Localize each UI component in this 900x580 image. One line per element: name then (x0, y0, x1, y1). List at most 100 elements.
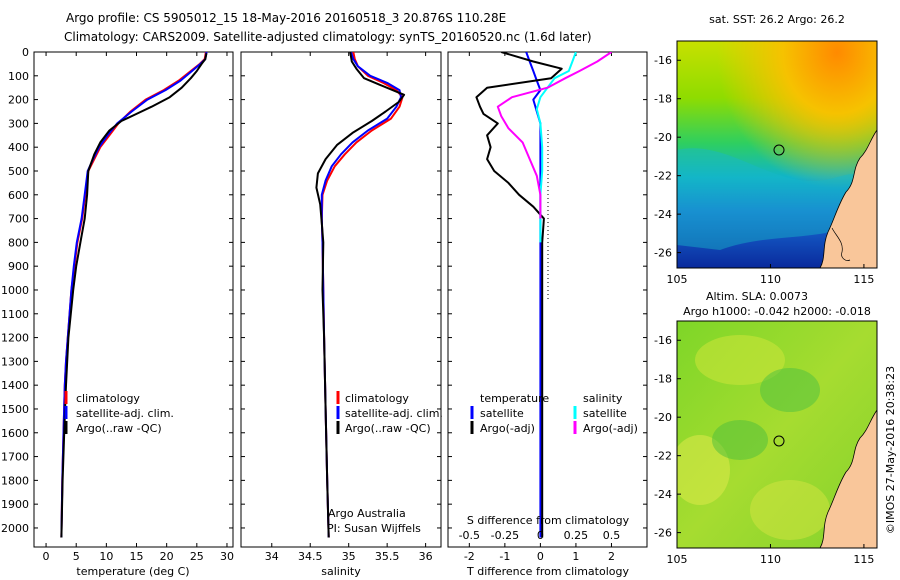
x-tick-label: -2 (464, 550, 475, 563)
depth-tick-label: 300 (8, 117, 29, 130)
sla-map-frame (676, 320, 878, 549)
depth-tick-label: 1600 (1, 427, 29, 440)
legend-title-salinity: salinity (583, 392, 623, 405)
map-lat-label: -20 (654, 131, 672, 144)
map-lat-label: -16 (654, 334, 672, 347)
coastline-land (819, 409, 877, 548)
x2-tick-label: 0.5 (603, 529, 621, 542)
x-tick-label: 20 (160, 550, 174, 563)
map-lat-label: -22 (654, 170, 672, 183)
x-tick-label: 2 (608, 550, 615, 563)
depth-tick-label: 2000 (1, 522, 29, 535)
x-tick-label: 0 (537, 550, 544, 563)
figure-subtitle: Climatology: CARS2009. Satellite-adjuste… (64, 30, 592, 44)
depth-tick-label: 1800 (1, 474, 29, 487)
depth-tick-label: 500 (8, 165, 29, 178)
sst-map-title: sat. SST: 26.2 Argo: 26.2 (709, 13, 845, 26)
map-lat-label: -26 (654, 247, 672, 260)
x2-tick-label: -0.5 (459, 529, 480, 542)
legend-label-climatology: climatology (76, 392, 140, 405)
depth-tick-label: 1700 (1, 451, 29, 464)
map-lon-label: 110 (760, 553, 781, 566)
depth-tick-label: 600 (8, 189, 29, 202)
x-tick-label: 0 (43, 550, 50, 563)
map-tick-labels: 105 110 115 -16 -18 -20 -22 -24 -26 105 110 115 -16 -… (654, 54, 874, 566)
annotation-pi: PI: Susan Wijffels (327, 522, 421, 535)
legend-label-t-satellite: satellite (480, 407, 524, 420)
x-tick-label: 10 (99, 550, 113, 563)
sst-map-frame (676, 40, 878, 269)
map-lon-label: 115 (853, 273, 874, 286)
difference-series (475, 52, 613, 538)
coastline-land (819, 129, 877, 268)
s-difference-axis-label: S difference from climatology (467, 514, 630, 527)
depth-tick-label: 0 (22, 46, 29, 59)
depth-tick-label: 700 (8, 213, 29, 226)
map-lat-label: -16 (654, 54, 672, 67)
sla-low-patch (760, 368, 820, 412)
sst-map (677, 41, 877, 268)
depth-tick-label: 1900 (1, 498, 29, 511)
series-line-climatology (320, 52, 404, 538)
x-tick-label: 36 (419, 550, 433, 563)
series-line-satellite-adj-clim- (60, 52, 208, 538)
legend-label-satellite: satellite-adj. clim. (345, 407, 443, 420)
map-lat-label: -18 (654, 373, 672, 386)
legend-title-temperature: temperature (480, 392, 549, 405)
coastline-detail (831, 227, 851, 261)
x-tick-label: 5 (73, 550, 80, 563)
x-tick-label: 15 (130, 550, 144, 563)
legend-label-argo: Argo(..raw -QC) (76, 422, 162, 435)
x-tick-labels: 0 5 10 15 20 25 30 34 34.5 35 35.5 36 -2 -1 0 1 2 -0.5 -0.… (43, 529, 621, 563)
imos-credit: ©IMOS 27-May-2016 20:38:23 (884, 366, 897, 534)
map-lon-label: 105 (667, 273, 688, 286)
temperature-panel-frame (33, 51, 234, 548)
depth-tick-label: 1100 (1, 308, 29, 321)
x-tick-label: 34.5 (298, 550, 323, 563)
legend-label-satellite: satellite-adj. clim. (76, 407, 174, 420)
x-tick-label: 25 (190, 550, 204, 563)
temperature-axis-label: temperature (deg C) (76, 565, 189, 578)
t-difference-axis-label: T difference from climatology (466, 565, 629, 578)
series-line-satellite-adj-clim- (320, 52, 402, 538)
salinity-series (315, 52, 406, 538)
sla-low-patch (712, 420, 768, 460)
map-lat-label: -18 (654, 93, 672, 106)
x-tick-label: 34 (265, 550, 279, 563)
legend-label-argo: Argo(..raw -QC) (345, 422, 431, 435)
annotation-argo-australia: Argo Australia (328, 507, 406, 520)
series-line-temperature-satellite (525, 52, 542, 538)
salinity-legend: climatology satellite-adj. clim. Argo(..… (327, 391, 443, 535)
map-lat-label: -20 (654, 411, 672, 424)
legend-label-t-argo: Argo(-adj) (480, 422, 535, 435)
x-tick-label: 35 (342, 550, 356, 563)
legend-label-s-argo: Argo(-adj) (583, 422, 638, 435)
depth-tick-label: 1400 (1, 379, 29, 392)
map-lon-label: 115 (853, 553, 874, 566)
map-lat-label: -24 (654, 208, 672, 221)
map-lat-label: -22 (654, 450, 672, 463)
series-line-temperature-argo-adj- (475, 52, 563, 538)
sla-map-title-2: Argo h1000: -0.042 h2000: -0.018 (683, 305, 871, 318)
depth-tick-label: 800 (8, 236, 29, 249)
sla-high-patch (695, 335, 785, 385)
sla-high-patch (677, 435, 730, 505)
figure-title: Argo profile: CS 5905012_15 18-May-2016 … (66, 11, 506, 25)
x-tick-label: 1 (572, 550, 579, 563)
argo-float-marker (773, 144, 785, 156)
x2-tick-label: -0.25 (491, 529, 519, 542)
depth-tick-label: 200 (8, 94, 29, 107)
depth-tick-label: 1000 (1, 284, 29, 297)
map-lon-label: 105 (667, 553, 688, 566)
map-lon-label: 110 (760, 273, 781, 286)
legend-label-s-satellite: satellite (583, 407, 627, 420)
x2-tick-label: 0.25 (564, 529, 589, 542)
depth-tick-label: 1500 (1, 403, 29, 416)
x-tick-label: -1 (499, 550, 510, 563)
difference-legend: temperature satellite Argo(-adj) salinit… (470, 392, 638, 435)
x2-tick-label: 0 (537, 529, 544, 542)
depth-tick-label: 1300 (1, 355, 29, 368)
depth-tick-label: 100 (8, 70, 29, 83)
series-line-argo-raw-qc- (315, 52, 406, 538)
